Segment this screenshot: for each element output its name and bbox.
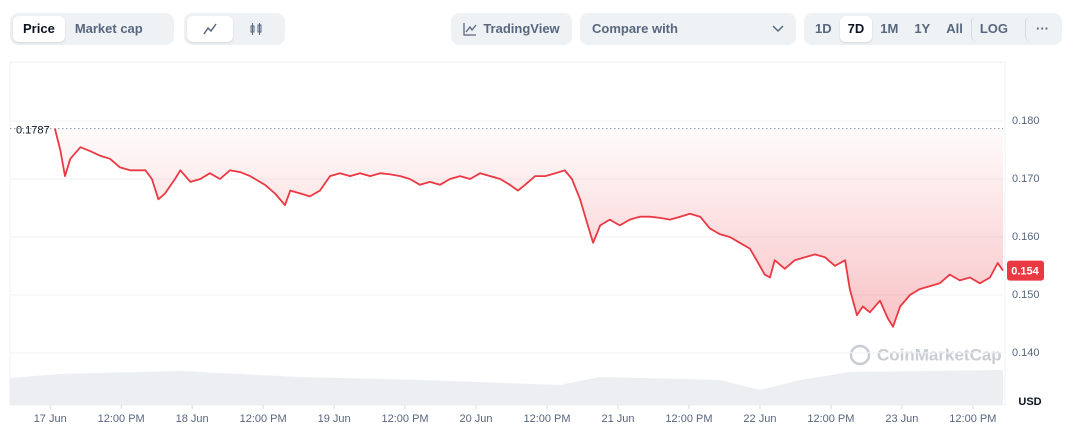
- x-tick-label: 12:00 PM: [240, 413, 287, 425]
- x-tick-label: 12:00 PM: [665, 413, 712, 425]
- y-tick-label: 0.150: [1012, 289, 1040, 301]
- compare-select[interactable]: Compare with: [580, 13, 796, 45]
- x-tick-label: 17 Jun: [34, 413, 67, 425]
- range-button[interactable]: 1M: [880, 21, 899, 36]
- x-tick-label: 19 Jun: [318, 413, 351, 425]
- chevron: [772, 25, 784, 33]
- compare-label: Compare with: [592, 21, 678, 36]
- x-tick-label: 23 Jun: [885, 413, 918, 425]
- x-tick-label: 20 Jun: [460, 413, 493, 425]
- range-toggle: 1D 7D 1M 1Y All LOG ···: [804, 13, 1062, 45]
- y-tick-label: 0.160: [1012, 231, 1040, 243]
- x-tick-label: 12:00 PM: [98, 413, 145, 425]
- mode-button[interactable]: Price: [13, 16, 65, 42]
- line-icon: [203, 23, 217, 35]
- watermark-logo: [849, 344, 871, 366]
- more-button[interactable]: ···: [1025, 16, 1059, 42]
- line-style-button[interactable]: [187, 16, 233, 42]
- x-tick-label: 12:00 PM: [523, 413, 570, 425]
- range-button[interactable]: LOG: [970, 16, 1016, 42]
- y-tick-label: 0.140: [1012, 347, 1040, 359]
- range-button[interactable]: All: [946, 21, 963, 36]
- mode-toggle: Price Market cap: [10, 13, 174, 45]
- range-button[interactable]: 1D: [815, 21, 832, 36]
- y-tick-label: 0.180: [1012, 115, 1040, 127]
- y-unit: USD: [1018, 396, 1041, 408]
- x-tick-label: 18 Jun: [176, 413, 209, 425]
- x-tick-label: 22 Jun: [743, 413, 776, 425]
- tradingview-button[interactable]: TradingView: [451, 13, 572, 45]
- last-price-label: 0.154: [1011, 265, 1039, 277]
- range-button[interactable]: 1Y: [914, 21, 931, 36]
- mode-button[interactable]: Market cap: [74, 21, 143, 36]
- y-tick-label: 0.170: [1012, 173, 1040, 185]
- range-button[interactable]: 7D: [839, 16, 873, 42]
- area-fill: [54, 128, 1003, 327]
- x-tick-label: 12:00 PM: [382, 413, 429, 425]
- last-price-badge: [1007, 260, 1044, 281]
- tv-icon: [463, 23, 477, 36]
- candle-icon: [250, 23, 262, 35]
- reference-label: 0.1787: [16, 125, 50, 137]
- x-tick-label: 12:00 PM: [807, 413, 854, 425]
- watermark: CoinMarketCap: [877, 345, 1002, 364]
- candle-style-button[interactable]: [233, 16, 279, 42]
- volume-area: [10, 370, 1003, 405]
- x-tick-label: 12:00 PM: [949, 413, 996, 425]
- chart-style-toggle: [184, 13, 285, 45]
- price-line: [54, 128, 1004, 328]
- tradingview-label: TradingView: [483, 21, 560, 36]
- x-tick-label: 21 Jun: [601, 413, 634, 425]
